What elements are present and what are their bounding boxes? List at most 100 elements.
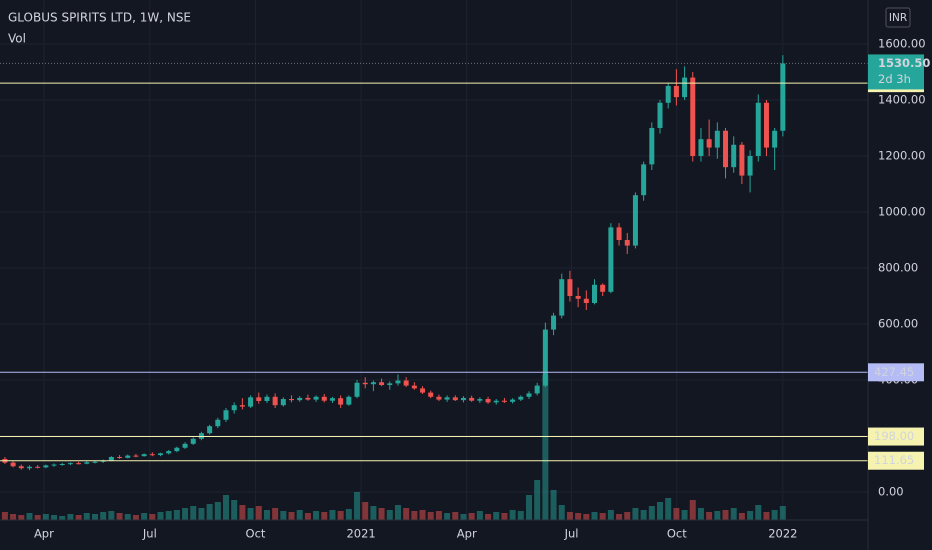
- volume-bar: [223, 495, 230, 520]
- y-tick-label: 800.00: [878, 260, 918, 274]
- volume-bar: [706, 512, 713, 520]
- volume-bar: [616, 514, 623, 520]
- candle-body: [657, 102, 663, 128]
- volume-bar: [214, 502, 221, 520]
- candle-body: [682, 77, 688, 98]
- volume-bar: [255, 506, 262, 520]
- price-line-label-box: [868, 451, 924, 470]
- price-line-label-box: [868, 427, 924, 446]
- candle-body: [18, 466, 24, 469]
- candle-body: [395, 380, 401, 384]
- candle-body: [534, 385, 540, 394]
- price-line-label: 427.45: [874, 365, 914, 379]
- candle-body: [444, 397, 450, 400]
- candle-body: [354, 382, 360, 397]
- y-tick-label: 0.00: [878, 484, 904, 498]
- volume-bar: [419, 510, 426, 520]
- volume-bar: [747, 511, 754, 520]
- candle-body: [297, 397, 303, 401]
- volume-bar: [435, 511, 442, 520]
- volume-bar: [411, 511, 418, 520]
- volume-bar: [10, 514, 17, 520]
- volume-bar: [558, 505, 565, 520]
- y-tick-label: 1400.00: [878, 92, 926, 106]
- candle-body: [76, 463, 82, 465]
- candle-body: [289, 399, 295, 401]
- last-price-label: 1530.50: [878, 56, 930, 70]
- candle-body: [649, 127, 655, 165]
- candle-body: [477, 399, 483, 401]
- volume-pane: [1, 375, 786, 520]
- volume-bar: [730, 508, 737, 520]
- price-line-label-box: [868, 363, 924, 382]
- candle-body: [166, 451, 172, 454]
- volume-bar: [173, 510, 180, 520]
- volume-bar: [566, 512, 573, 520]
- candle-body: [313, 396, 319, 400]
- volume-bar: [673, 508, 680, 520]
- candle-body: [673, 85, 679, 98]
- volume-bar: [304, 513, 311, 520]
- volume-bar: [100, 512, 107, 520]
- candle-body: [518, 396, 524, 400]
- candle-body: [387, 383, 393, 386]
- candle-body: [133, 455, 139, 457]
- candle-body: [591, 284, 597, 303]
- candle-body: [280, 399, 286, 406]
- volume-bar: [116, 513, 123, 520]
- candle-body: [174, 447, 180, 452]
- x-tick-label: Apr: [34, 527, 54, 541]
- volume-bar: [165, 511, 172, 520]
- y-tick-label: 1600.00: [878, 36, 926, 50]
- volume-bar: [370, 506, 377, 520]
- volume-bar: [67, 514, 74, 520]
- volume-bar: [501, 513, 508, 520]
- candle-body: [379, 382, 385, 386]
- candle-body: [92, 461, 98, 463]
- candle-body: [542, 329, 548, 386]
- candle-body: [329, 398, 335, 401]
- candle-body: [469, 397, 475, 401]
- volume-bar: [231, 500, 238, 520]
- candle-body: [428, 392, 434, 397]
- currency[interactable]: INR: [889, 12, 907, 24]
- candle-body: [493, 400, 499, 403]
- volume-bar: [206, 504, 213, 520]
- volume-bar: [657, 502, 664, 520]
- candle-body: [559, 279, 565, 316]
- volume-bar: [403, 508, 410, 520]
- x-tick-label: 2021: [346, 527, 375, 541]
- candle-body: [149, 454, 155, 456]
- volume-bar: [59, 516, 66, 520]
- volume-bar: [763, 512, 770, 520]
- candle-body: [780, 63, 786, 131]
- candle-body: [26, 466, 32, 469]
- volume-bar: [345, 509, 352, 520]
- volume-bar: [198, 508, 205, 520]
- volume-bar: [1, 512, 8, 520]
- candle-body: [10, 462, 16, 467]
- candle-body: [59, 463, 65, 465]
- candle-body: [141, 454, 147, 457]
- candle-body: [223, 410, 229, 420]
- volume-bar: [157, 512, 164, 520]
- currency-box[interactable]: [885, 7, 911, 28]
- volume-bar: [247, 508, 254, 520]
- candle-body: [51, 464, 57, 466]
- x-tick-label: 2022: [768, 527, 797, 541]
- volume-bar: [689, 500, 696, 520]
- candle-body: [84, 462, 90, 464]
- volume-bar: [83, 513, 90, 520]
- x-tick-label: Oct: [246, 527, 266, 541]
- volume-bar: [337, 511, 344, 520]
- candle-body: [485, 399, 491, 403]
- y-tick-label: 1200.00: [878, 148, 926, 162]
- volume-bar: [444, 513, 451, 520]
- volume-bar: [452, 512, 459, 520]
- volume-bar: [575, 513, 582, 520]
- grid: [0, 0, 868, 520]
- candle-body: [436, 396, 442, 400]
- volume-bar: [681, 510, 688, 520]
- volume-bar: [427, 512, 434, 520]
- candle-body: [239, 405, 245, 407]
